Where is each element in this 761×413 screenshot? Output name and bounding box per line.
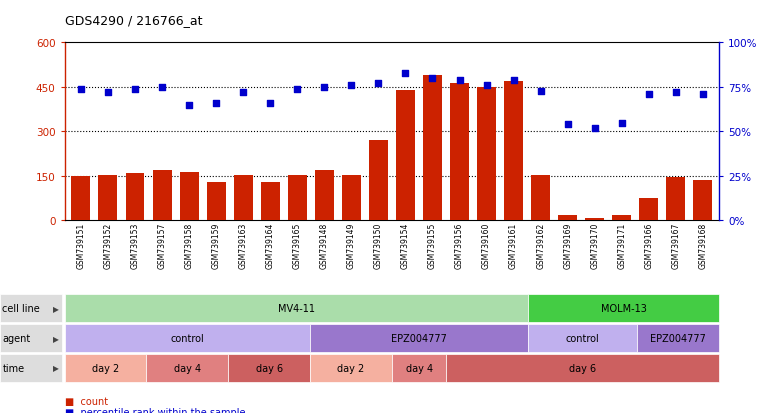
Point <box>697 92 709 98</box>
Text: day 6: day 6 <box>256 363 283 373</box>
Bar <box>613 215 632 221</box>
Bar <box>559 216 577 221</box>
Bar <box>369 141 388 221</box>
Bar <box>639 199 658 221</box>
Point <box>670 90 682 96</box>
Bar <box>423 76 442 221</box>
Text: agent: agent <box>2 333 30 343</box>
Point <box>102 90 114 96</box>
Bar <box>667 178 686 221</box>
Text: day 4: day 4 <box>174 363 201 373</box>
Text: ■  percentile rank within the sample: ■ percentile rank within the sample <box>65 407 245 413</box>
Point <box>562 122 574 128</box>
Bar <box>531 175 550 221</box>
Bar <box>98 175 117 221</box>
Text: ▶: ▶ <box>53 363 59 373</box>
Text: day 2: day 2 <box>337 363 365 373</box>
Bar <box>234 175 253 221</box>
Bar <box>72 177 91 221</box>
Text: EPZ004777: EPZ004777 <box>391 333 447 343</box>
Text: control: control <box>170 333 204 343</box>
Text: MV4-11: MV4-11 <box>278 304 315 313</box>
Point <box>183 102 195 109</box>
Text: control: control <box>566 333 600 343</box>
Bar <box>152 171 171 221</box>
Text: ▶: ▶ <box>53 334 59 343</box>
Bar <box>504 82 523 221</box>
Point <box>318 84 330 91</box>
Bar <box>126 173 145 221</box>
Point <box>643 92 655 98</box>
Text: GDS4290 / 216766_at: GDS4290 / 216766_at <box>65 14 202 27</box>
Bar <box>288 175 307 221</box>
Text: day 2: day 2 <box>92 363 119 373</box>
Text: MOLM-13: MOLM-13 <box>600 304 647 313</box>
Point <box>129 86 141 93</box>
Bar <box>207 183 225 221</box>
Point <box>400 70 412 77</box>
Text: day 4: day 4 <box>406 363 433 373</box>
Point <box>534 88 546 95</box>
Point <box>372 81 384 88</box>
Bar <box>315 171 334 221</box>
Point <box>210 100 222 107</box>
Bar <box>477 88 496 221</box>
Point <box>291 86 304 93</box>
Point <box>616 120 628 126</box>
Point <box>237 90 250 96</box>
Point <box>589 125 601 132</box>
Text: day 6: day 6 <box>569 363 597 373</box>
Text: ■  count: ■ count <box>65 396 108 406</box>
Point <box>264 100 276 107</box>
Bar <box>180 172 199 221</box>
Bar <box>261 183 280 221</box>
Bar <box>450 83 469 221</box>
Text: ▶: ▶ <box>53 304 59 313</box>
Bar <box>396 91 415 221</box>
Point <box>75 86 87 93</box>
Point <box>480 83 492 89</box>
Bar <box>342 175 361 221</box>
Point <box>454 77 466 84</box>
Bar <box>693 181 712 221</box>
Point <box>345 83 358 89</box>
Point <box>426 76 438 82</box>
Point <box>508 77 520 84</box>
Text: cell line: cell line <box>2 304 40 313</box>
Text: EPZ004777: EPZ004777 <box>651 333 706 343</box>
Point <box>156 84 168 91</box>
Text: time: time <box>2 363 24 373</box>
Bar <box>585 218 604 221</box>
